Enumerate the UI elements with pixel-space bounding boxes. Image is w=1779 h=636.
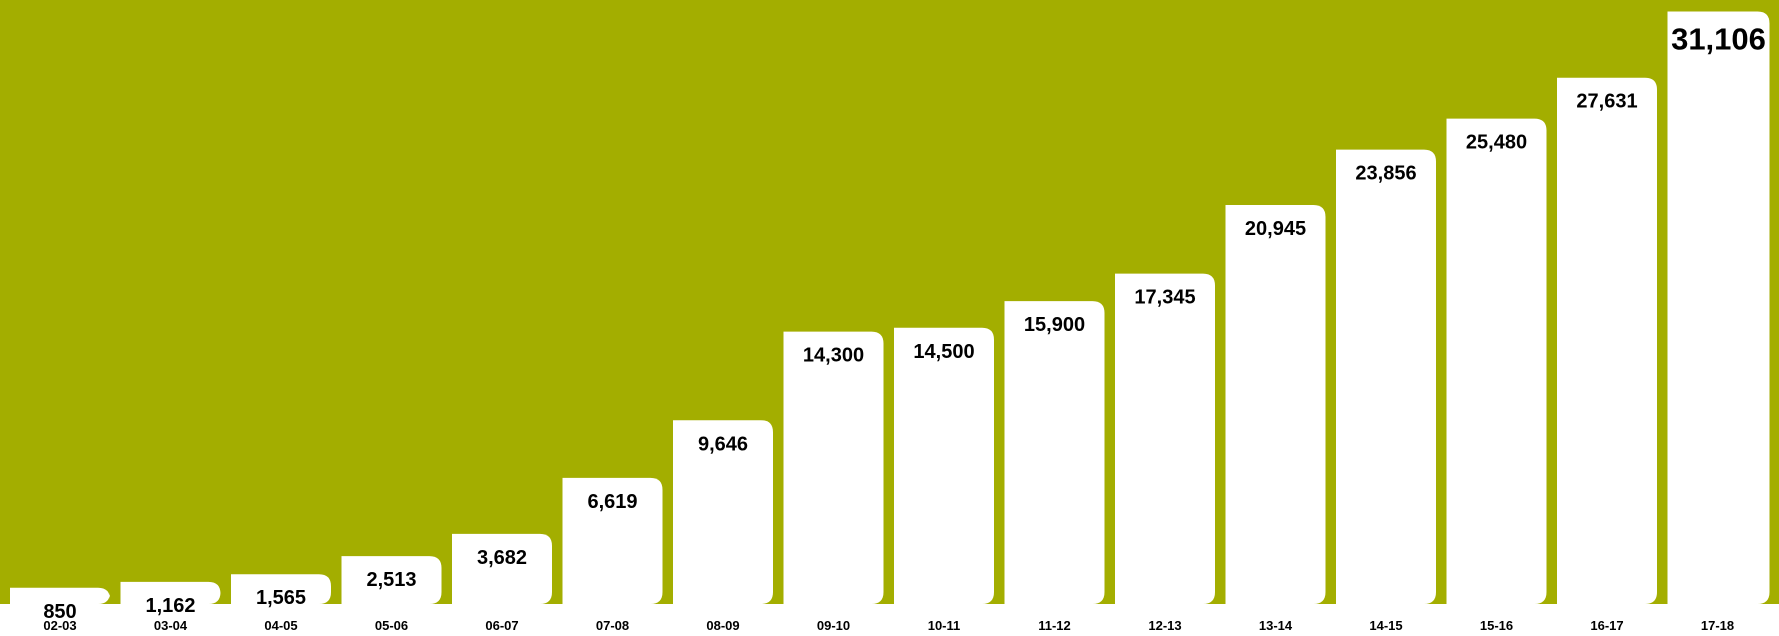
bar-17-18	[1667, 11, 1770, 605]
value-label-15-16: 25,480	[1466, 132, 1527, 154]
category-label-06-07: 06-07	[485, 618, 518, 633]
category-label-16-17: 16-17	[1590, 618, 1623, 633]
value-label-17-18: 31,106	[1671, 22, 1766, 57]
bar-13-14	[1225, 205, 1326, 605]
category-axis-band	[0, 604, 1779, 636]
bar-11-12	[1004, 301, 1105, 604]
bar-09-10	[783, 331, 884, 604]
category-label-08-09: 08-09	[706, 618, 739, 633]
value-label-08-09: 9,646	[698, 433, 748, 455]
value-label-11-12: 15,900	[1024, 314, 1085, 336]
bar-05-06	[341, 556, 442, 604]
bar-12-13	[1115, 273, 1215, 604]
category-label-07-08: 07-08	[596, 618, 629, 633]
value-label-12-13: 17,345	[1134, 287, 1195, 309]
value-label-02-03: 850	[43, 601, 76, 623]
bar-07-08	[562, 477, 663, 604]
category-label-15-16: 15-16	[1480, 618, 1513, 633]
category-label-02-03: 02-03	[43, 618, 76, 633]
bar-08-09	[673, 420, 773, 604]
category-label-14-15: 14-15	[1369, 618, 1402, 633]
category-label-03-04: 03-04	[154, 618, 188, 633]
value-label-07-08: 6,619	[587, 491, 637, 513]
value-label-04-05: 1,565	[256, 587, 306, 609]
category-label-11-12: 11-12	[1038, 618, 1071, 633]
category-label-13-14: 13-14	[1259, 618, 1293, 633]
category-label-05-06: 05-06	[375, 618, 408, 633]
value-label-06-07: 3,682	[477, 547, 527, 569]
category-label-09-10: 09-10	[817, 618, 850, 633]
category-label-12-13: 12-13	[1148, 618, 1181, 633]
category-label-10-11: 10-11	[928, 618, 961, 633]
bar-15-16	[1446, 118, 1547, 605]
value-label-05-06: 2,513	[366, 569, 416, 591]
value-label-03-04: 1,162	[145, 595, 195, 617]
bar-03-04	[120, 581, 221, 604]
bar-14-15	[1336, 149, 1436, 604]
value-label-10-11: 14,500	[913, 341, 974, 363]
bar-16-17	[1557, 77, 1657, 604]
value-labels-group: 850 1,162 1,565 2,513 3,682 6,619 9,646 14,300 1…	[43, 22, 1766, 623]
category-labels-group: 02-03 03-04 04-05 05-06 06-07 07-08 08-09 09-10…	[43, 618, 1734, 633]
bar-06-07	[452, 533, 552, 604]
value-label-13-14: 20,945	[1245, 218, 1306, 240]
bar-10-11	[894, 327, 994, 604]
bars-group	[10, 11, 1770, 605]
value-label-09-10: 14,300	[803, 345, 864, 367]
value-label-16-17: 27,631	[1576, 91, 1637, 113]
category-label-17-18: 17-18	[1701, 618, 1734, 633]
category-label-04-05: 04-05	[264, 618, 297, 633]
bar-02-03	[10, 587, 110, 604]
bar-04-05	[231, 574, 331, 604]
value-label-14-15: 23,856	[1355, 163, 1416, 185]
